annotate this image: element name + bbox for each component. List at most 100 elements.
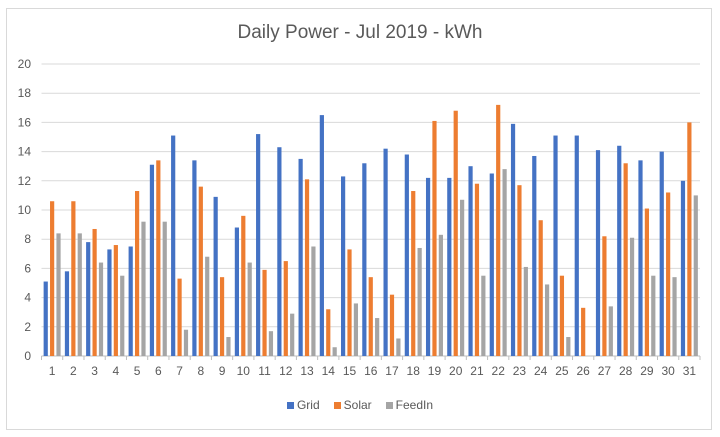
- y-tick-label: 18: [18, 86, 32, 100]
- bar-feedin-day-13: [311, 246, 316, 356]
- x-tick-label: 16: [364, 364, 378, 378]
- x-tick-label: 17: [385, 364, 399, 378]
- bar-grid-day-19: [425, 177, 431, 356]
- chart-title: Daily Power - Jul 2019 - kWh: [237, 22, 483, 43]
- x-tick-label: 11: [258, 364, 271, 378]
- bar-solar-day-20: [453, 110, 458, 356]
- bar-solar-day-12: [283, 261, 288, 356]
- bar-grid-day-6: [149, 164, 155, 356]
- y-tick-label: 6: [24, 261, 31, 275]
- y-tick-label: 8: [24, 232, 31, 246]
- bar-feedin-day-8: [205, 256, 210, 356]
- y-tick-label: 16: [18, 115, 32, 129]
- x-tick-label: 22: [492, 364, 506, 378]
- bar-feedin-day-30: [672, 277, 677, 356]
- bar-grid-day-29: [638, 160, 643, 356]
- bar-feedin-day-22: [502, 169, 507, 356]
- bar-grid-day-5: [128, 246, 133, 356]
- bar-feedin-day-24: [544, 284, 550, 356]
- bar-grid-day-1: [43, 281, 48, 356]
- bar-solar-day-31: [687, 122, 692, 357]
- bar-solar-day-23: [517, 185, 522, 356]
- x-tick-label: 31: [683, 364, 697, 378]
- bar-feedin-day-20: [460, 199, 465, 356]
- x-tick-label: 24: [534, 364, 548, 378]
- x-tick-label: 8: [197, 364, 204, 378]
- bar-feedin-day-28: [629, 237, 635, 356]
- bar-feedin-day-7: [183, 329, 189, 356]
- bar-feedin-day-3: [98, 262, 104, 356]
- legend-swatch: [286, 401, 294, 409]
- bar-feedin-day-25: [566, 337, 571, 356]
- bar-grid-day-8: [192, 160, 197, 356]
- bar-solar-day-22: [496, 104, 501, 356]
- bar-feedin-day-31: [693, 195, 698, 356]
- x-tick-label: 1: [49, 364, 56, 378]
- x-tick-label: 12: [279, 364, 293, 378]
- bar-solar-day-7: [177, 278, 182, 356]
- bar-solar-day-26: [581, 307, 586, 356]
- bar-grid-day-21: [468, 166, 473, 356]
- bar-solar-day-21: [474, 183, 480, 356]
- bar-grid-day-14: [319, 115, 324, 356]
- x-tick-label: 27: [598, 364, 612, 378]
- x-tick-label: 13: [300, 364, 314, 378]
- bar-grid-day-18: [404, 154, 409, 356]
- bar-solar-day-28: [623, 163, 628, 356]
- bar-grid-day-12: [277, 147, 282, 356]
- x-tick-label: 9: [219, 364, 226, 378]
- bar-grid-day-7: [171, 135, 176, 356]
- bar-grid-day-28: [617, 145, 622, 356]
- bar-feedin-day-16: [375, 318, 380, 356]
- bar-solar-day-10: [241, 215, 246, 356]
- bar-feedin-day-14: [332, 347, 337, 356]
- bar-solar-day-30: [666, 192, 671, 356]
- bar-feedin-day-23: [523, 266, 528, 356]
- y-tick-label: 10: [18, 203, 32, 217]
- bar-grid-day-16: [362, 163, 367, 356]
- bar-solar-day-6: [156, 160, 161, 356]
- bar-solar-day-24: [538, 220, 543, 356]
- bar-feedin-day-19: [438, 234, 443, 356]
- bar-feedin-day-29: [651, 275, 656, 356]
- bar-grid-day-31: [680, 180, 686, 356]
- bar-feedin-day-9: [226, 337, 231, 356]
- bar-solar-day-25: [559, 275, 565, 356]
- y-tick-label: 4: [24, 291, 31, 305]
- x-tick-label: 20: [449, 364, 463, 378]
- legend-label: FeedIn: [395, 398, 434, 412]
- y-tick-label: 2: [24, 320, 31, 334]
- bar-solar-day-11: [262, 269, 267, 356]
- bar-solar-day-14: [326, 309, 331, 356]
- x-tick-label: 10: [237, 364, 251, 378]
- bar-solar-day-8: [198, 186, 203, 356]
- bar-solar-day-15: [347, 249, 352, 356]
- bar-grid-day-9: [213, 196, 218, 356]
- bar-grid-day-22: [489, 173, 494, 356]
- x-tick-label: 26: [576, 364, 590, 378]
- x-tick-label: 14: [322, 364, 336, 378]
- bar-feedin-day-4: [120, 275, 125, 356]
- bar-grid-day-20: [447, 177, 452, 356]
- bar-grid-day-4: [107, 249, 112, 356]
- y-tick-label: 12: [18, 174, 32, 188]
- y-tick-label: 20: [18, 57, 32, 71]
- bar-solar-day-29: [644, 208, 649, 356]
- bar-solar-day-3: [92, 228, 97, 356]
- bar-grid-day-23: [510, 123, 516, 356]
- bar-grid-day-30: [659, 151, 664, 356]
- legend-swatch: [385, 401, 393, 409]
- bar-grid-day-17: [383, 148, 388, 356]
- legend-item-grid: Grid: [286, 398, 320, 412]
- bar-grid-day-10: [234, 227, 239, 356]
- x-tick-label: 15: [343, 364, 357, 378]
- bar-feedin-day-10: [247, 262, 252, 356]
- chart-legend: Grid Solar FeedIn: [0, 398, 720, 412]
- bar-solar-day-27: [602, 236, 607, 356]
- bar-feedin-day-18: [417, 247, 422, 356]
- bar-feedin-day-5: [141, 221, 146, 356]
- bar-feedin-day-21: [481, 275, 486, 356]
- bar-grid-day-26: [574, 135, 579, 356]
- bar-grid-day-27: [595, 150, 601, 356]
